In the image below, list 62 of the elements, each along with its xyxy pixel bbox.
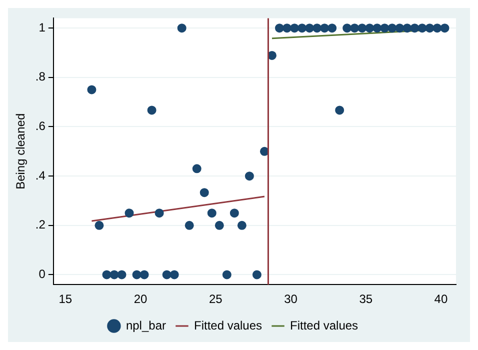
point bbox=[432, 24, 442, 33]
point bbox=[418, 24, 427, 33]
x-tick-label: 30 bbox=[284, 292, 298, 306]
point bbox=[177, 24, 186, 33]
point bbox=[410, 24, 420, 33]
point bbox=[320, 24, 330, 33]
point bbox=[440, 24, 450, 33]
point bbox=[358, 24, 367, 33]
x-tick-label: 40 bbox=[434, 292, 448, 306]
point bbox=[402, 24, 412, 33]
point bbox=[207, 208, 216, 218]
point bbox=[298, 24, 307, 33]
x-tick-label: 25 bbox=[208, 292, 223, 306]
point bbox=[237, 220, 246, 230]
y-tick-label: .4 bbox=[35, 168, 46, 182]
point bbox=[425, 24, 434, 33]
y-tick-label: .2 bbox=[35, 218, 46, 232]
y-tick-label: .6 bbox=[35, 119, 46, 134]
point bbox=[154, 208, 164, 218]
point bbox=[124, 208, 134, 218]
point bbox=[282, 24, 292, 33]
point bbox=[335, 106, 344, 115]
point bbox=[140, 270, 149, 280]
point bbox=[94, 220, 104, 230]
point bbox=[117, 270, 126, 280]
y-tick-label: 1 bbox=[38, 20, 46, 34]
point bbox=[274, 24, 284, 33]
point bbox=[214, 220, 224, 230]
point bbox=[305, 24, 314, 33]
point bbox=[290, 24, 300, 33]
point bbox=[132, 270, 142, 280]
point bbox=[192, 164, 202, 174]
point bbox=[252, 270, 262, 280]
x-tick-label: 20 bbox=[134, 292, 148, 306]
point bbox=[162, 270, 172, 280]
point bbox=[342, 24, 352, 33]
point bbox=[328, 24, 337, 33]
point bbox=[87, 85, 96, 94]
x-tick-label: 15 bbox=[58, 292, 72, 306]
point bbox=[184, 220, 194, 230]
point bbox=[200, 188, 209, 198]
y-tick-label: .8 bbox=[35, 70, 46, 84]
point bbox=[170, 270, 179, 280]
point bbox=[110, 270, 119, 280]
point bbox=[244, 172, 254, 181]
point bbox=[230, 208, 239, 218]
point bbox=[102, 270, 112, 280]
y-tick-label: 0 bbox=[38, 267, 46, 282]
point bbox=[350, 24, 360, 33]
point bbox=[312, 24, 322, 33]
x-tick-label: 35 bbox=[359, 292, 373, 306]
point bbox=[372, 24, 382, 33]
point bbox=[395, 24, 404, 33]
y-axis-title: Being cleaned bbox=[14, 113, 28, 190]
point bbox=[380, 24, 390, 33]
point bbox=[222, 270, 232, 280]
point bbox=[147, 106, 156, 115]
legend-label: npl_bar bbox=[126, 318, 166, 332]
point bbox=[365, 24, 374, 33]
point bbox=[388, 24, 397, 33]
legend-label: Fitted values bbox=[290, 318, 358, 332]
legend-label: Fitted values bbox=[194, 318, 262, 332]
